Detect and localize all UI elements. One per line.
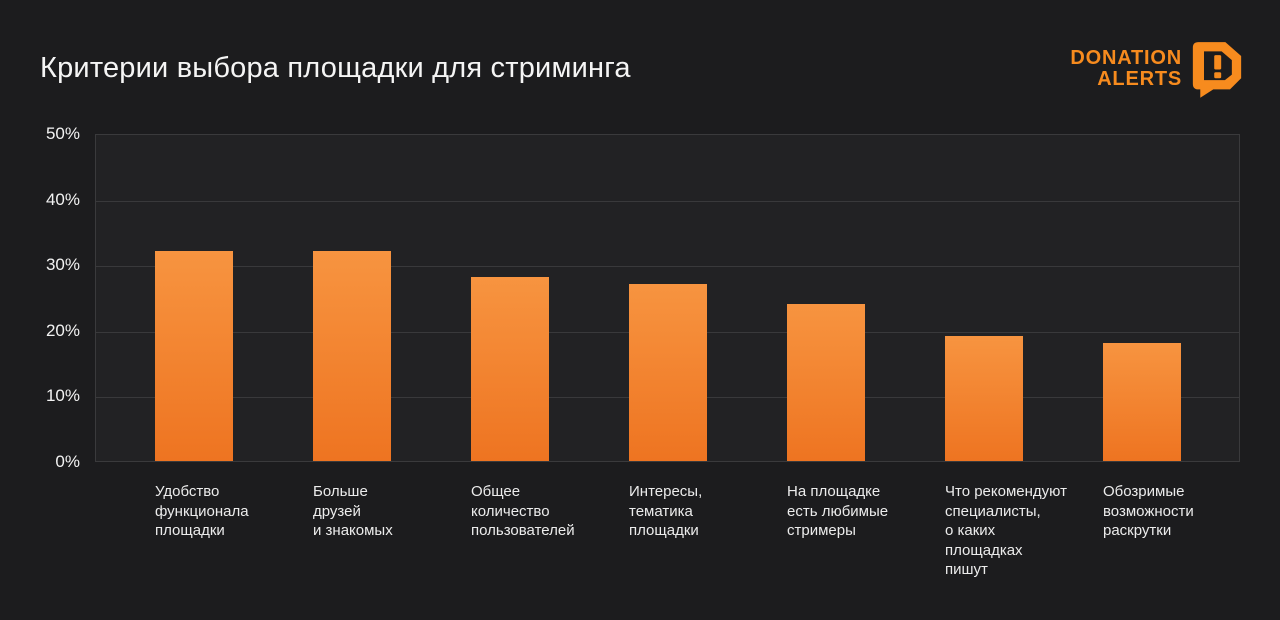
plot-area [95,134,1240,462]
bar-3 [471,277,549,461]
logo-line-2: ALERTS [1097,68,1182,90]
donation-alerts-icon [1192,42,1242,98]
x-axis-category-label: Удобство функционала площадки [155,483,249,539]
gridline-30 [96,266,1239,268]
y-axis-tick-label: 50% [45,124,80,143]
x-axis-category-label: Общее количество пользователей [471,483,575,539]
donation-alerts-wordmark: DONATION ALERTS [1070,48,1182,90]
y-axis-tick-label: 30% [45,255,80,275]
gridline-40 [96,200,1239,202]
x-axis-category-label: Интересы, тематика площадки [629,483,703,539]
y-axis-tick-label: 10% [45,386,80,406]
x-axis-category-label: На площадке есть любимые стримеры [787,483,889,539]
x-axis-category-label: Обозримые возможности раскрутки [1103,483,1194,539]
bar-1 [155,251,233,461]
bar-4 [629,283,707,461]
y-axis-tick-label: 20% [45,320,80,340]
bar-6 [945,336,1023,461]
chart-title: Критерии выбора площадки для стриминга [40,52,631,84]
donation-alerts-logo: DONATION ALERTS [1070,40,1243,98]
bar-5 [787,303,865,461]
bar-7 [1103,342,1181,461]
logo-line-1: DONATION [1070,47,1182,69]
bar-2 [313,251,391,461]
y-axis-tick-label: 40% [45,189,80,209]
y-axis-tick-label: 0% [55,452,80,471]
x-axis-category-label: Больше друзей и знакомых [313,483,393,539]
x-axis-category-label: Что рекомендуют специалисты, о каких пло… [945,483,1067,578]
